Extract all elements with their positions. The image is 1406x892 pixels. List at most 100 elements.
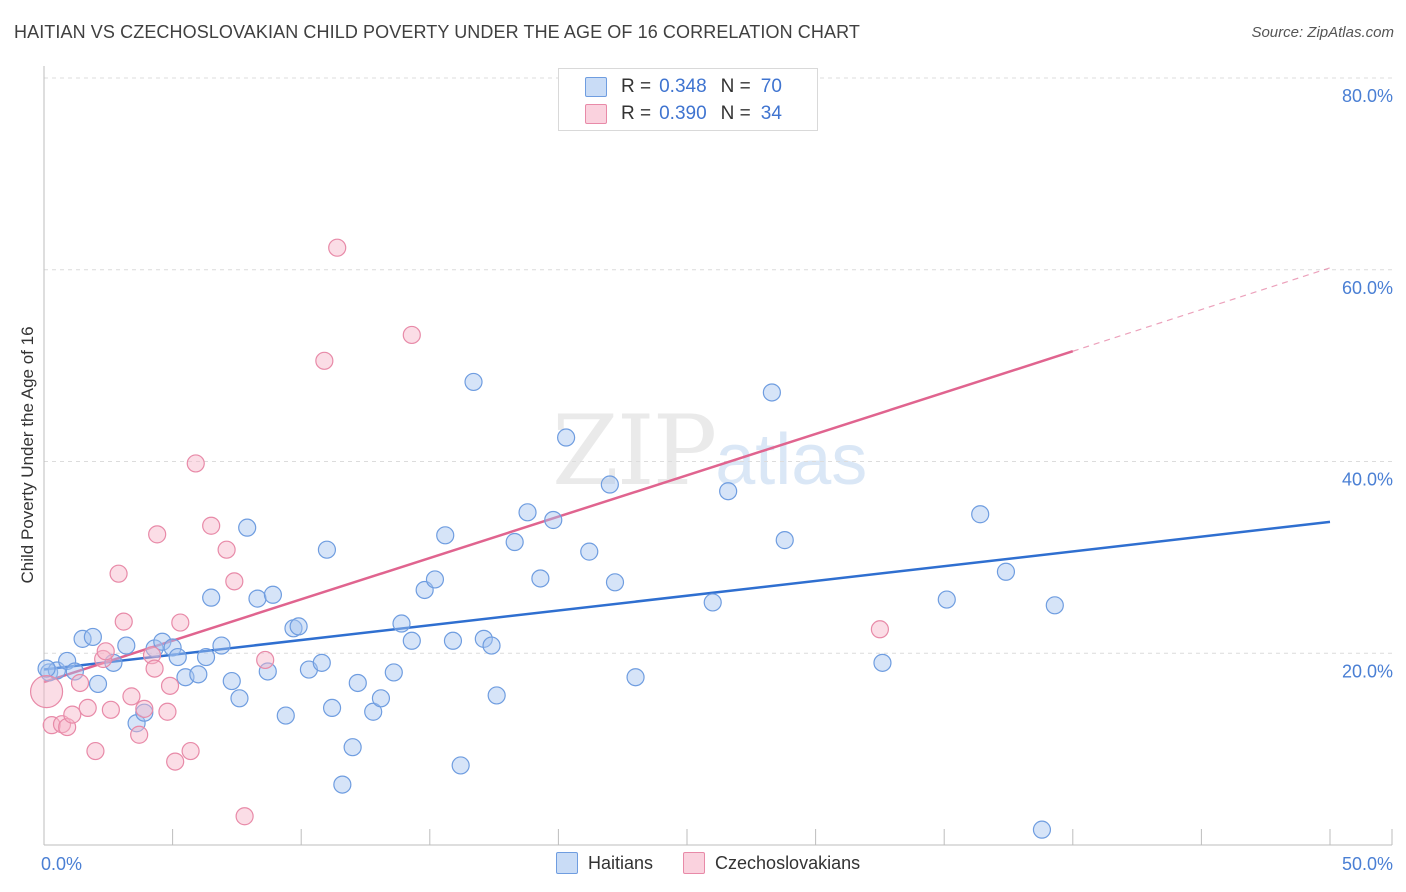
series-label-czechoslovakians: Czechoslovakians xyxy=(715,852,861,873)
haitian-point xyxy=(544,510,563,530)
haitian-point xyxy=(443,631,463,650)
czechoslovakian-point xyxy=(96,642,115,661)
series-legend-haitians[interactable]: Haitians xyxy=(556,852,653,874)
haitian-point xyxy=(238,518,257,537)
czechoslovakian-point xyxy=(70,673,90,693)
czechoslovakian-point xyxy=(101,700,120,719)
correlation-legend: R = 0.348 N = 70 R = 0.390 N = 34 xyxy=(558,68,818,131)
chart-title: HAITIAN VS CZECHOSLOVAKIAN CHILD POVERTY… xyxy=(14,22,860,42)
haitian-point xyxy=(263,585,283,604)
legend-n-value: 70 xyxy=(760,76,782,97)
haitian-point xyxy=(168,647,187,667)
y-tick-label: 80.0% xyxy=(1342,86,1393,106)
czechoslovakian-trend-extension xyxy=(1072,267,1331,352)
haitian-point xyxy=(1045,596,1064,615)
haitian-point xyxy=(37,659,56,678)
haitian-point xyxy=(402,631,421,650)
czechoslovakian-point xyxy=(29,674,64,709)
haitian-trend-line xyxy=(43,520,1331,671)
legend-r-label: R = xyxy=(621,103,652,124)
czechoslovakian-point xyxy=(78,698,97,717)
source-label: Source: ZipAtlas.com xyxy=(1251,24,1394,41)
haitian-point xyxy=(212,636,231,655)
czechoslovakian-point xyxy=(171,613,190,632)
czechoslovakian-point xyxy=(202,516,221,535)
czechoslovakian-point xyxy=(63,705,82,724)
haitian-point xyxy=(762,383,781,402)
haitian-point xyxy=(600,475,619,494)
haitian-point xyxy=(163,638,182,657)
haitian-point xyxy=(392,614,411,633)
haitian-point xyxy=(322,698,342,717)
czechoslovakian-point xyxy=(186,454,205,473)
czechoslovakian-point xyxy=(160,676,180,695)
series-legend-czechoslovakians[interactable]: Czechoslovakians xyxy=(683,852,860,874)
haitian-point xyxy=(289,617,308,636)
czechoslovakian-point xyxy=(225,572,244,591)
haitian-point xyxy=(222,671,241,691)
watermark-atlas: atlas xyxy=(715,420,868,500)
czechoslovakian-point xyxy=(122,687,141,706)
haitian-point xyxy=(117,636,136,655)
czechoslovakian-point xyxy=(328,238,347,257)
haitian-point xyxy=(487,686,506,705)
haitian-point xyxy=(557,428,576,447)
haitian-point xyxy=(276,706,295,725)
haitian-point xyxy=(371,689,391,708)
haitian-point xyxy=(189,665,208,684)
haitian-point xyxy=(531,569,550,588)
haitian-point xyxy=(248,589,267,608)
haitian-point xyxy=(436,526,455,545)
haitian-point xyxy=(464,372,483,392)
haitian-point xyxy=(333,775,352,794)
czechoslovakian-point xyxy=(235,807,254,826)
haitian-point xyxy=(873,653,892,672)
legend-n-value: 34 xyxy=(760,103,782,124)
czechoslovakian-point xyxy=(145,659,164,678)
tick-labels: 20.0% 40.0% 60.0% 80.0% 0.0% 50.0% xyxy=(41,86,1393,874)
haitian-point xyxy=(626,668,645,687)
haitian-point xyxy=(65,662,84,681)
czechoslovakian-trend-line xyxy=(43,350,1074,684)
czechoslovakian-point xyxy=(86,741,105,761)
czechoslovakian-point xyxy=(870,620,890,639)
legend-row-haitians: R = 0.348 N = 70 xyxy=(585,76,782,98)
haitian-point xyxy=(703,593,722,612)
legend-r-label: R = xyxy=(621,76,652,97)
czechoslovakian-point xyxy=(130,725,149,744)
czechoslovakian-point xyxy=(181,741,200,761)
haitian-point xyxy=(202,588,221,607)
legend-n-label: N = xyxy=(720,103,751,124)
x-tick-label: 0.0% xyxy=(41,854,82,874)
czechoslovakian-point xyxy=(166,752,185,771)
haitian-point xyxy=(996,562,1016,581)
grid-lines xyxy=(44,77,1392,654)
haitian-point xyxy=(196,647,216,667)
haitian-point xyxy=(518,503,537,522)
czechoslovakian-point xyxy=(114,612,133,631)
series-swatch-czechoslovakians xyxy=(683,852,706,874)
axes xyxy=(43,66,1393,846)
haitian-point xyxy=(317,540,337,559)
legend-n-label: N = xyxy=(720,76,751,97)
haitian-point xyxy=(153,632,172,651)
czechoslovakian-point xyxy=(148,525,167,544)
legend-swatch-czechoslovakians xyxy=(585,104,607,124)
data-points xyxy=(29,238,1064,839)
haitian-point xyxy=(348,673,367,693)
czechoslovakian-point xyxy=(142,646,162,665)
haitian-point xyxy=(384,663,403,682)
trend-lines xyxy=(43,267,1331,684)
haitian-point xyxy=(135,703,154,722)
watermark: ZIPatlas xyxy=(552,395,867,507)
czechoslovakian-point xyxy=(158,702,177,721)
czechoslovakian-point xyxy=(315,351,334,370)
haitian-point xyxy=(505,532,524,552)
haitian-point xyxy=(343,738,362,757)
haitian-point xyxy=(775,531,794,550)
czechoslovakian-point xyxy=(402,325,421,345)
haitian-point xyxy=(719,482,738,501)
haitian-point xyxy=(258,662,277,681)
series-legend: Haitians Czechoslovakians xyxy=(556,852,890,874)
